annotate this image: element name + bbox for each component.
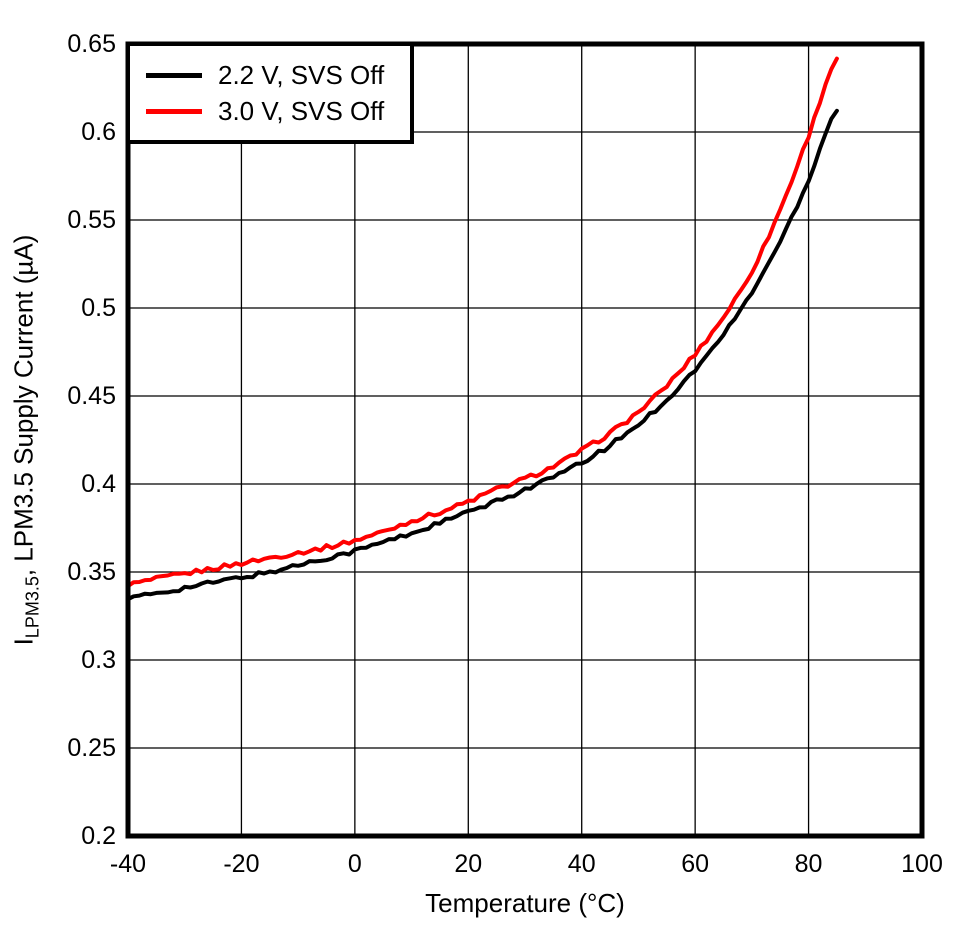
y-tick-label: 0.3	[81, 646, 116, 674]
y-tick-label: 0.2	[81, 822, 116, 850]
x-tick-label: 60	[681, 850, 710, 878]
legend-label-3-0v: 3.0 V, SVS Off	[218, 95, 385, 126]
y-axis-title-subscript: LPM3.5	[22, 576, 43, 639]
y-tick-label: 0.65	[67, 30, 116, 58]
y-tick-label: 0.55	[67, 206, 116, 234]
x-tick-label: 40	[567, 850, 596, 878]
x-tick-label: 100	[901, 850, 943, 878]
legend: 2.2 V, SVS Off 3.0 V, SVS Off	[126, 42, 414, 144]
x-tick-label: 20	[454, 850, 483, 878]
curve-2-2-v-svs-off	[126, 108, 839, 602]
y-axis-title: ILPM3.5, LPM3.5 Supply Current (µA)	[8, 235, 43, 646]
y-tick-label: 0.25	[67, 734, 116, 762]
x-tick-label: -40	[109, 850, 147, 878]
x-tick-label: 0	[347, 850, 362, 878]
y-tick-label: 0.45	[67, 382, 116, 410]
x-axis-title: Temperature (°C)	[425, 888, 625, 918]
legend-label-2-2v: 2.2 V, SVS Off	[218, 59, 385, 90]
y-tick-label: 0.6	[81, 118, 116, 146]
y-tick-label: 0.5	[81, 294, 116, 322]
plot-border	[125, 41, 925, 839]
legend-swatch-3-0v	[146, 108, 202, 114]
y-axis-title-rest: , LPM3.5 Supply Current (µA)	[8, 234, 39, 577]
x-tick-label: -20	[223, 850, 260, 878]
legend-entry-2-2v: 2.2 V, SVS Off	[146, 59, 410, 91]
curve-3-0-v-svs-off	[126, 56, 839, 589]
y-tick-label: 0.35	[67, 558, 116, 586]
y-axis-title-symbol: I	[8, 638, 39, 646]
legend-entry-3-0v: 3.0 V, SVS Off	[146, 95, 410, 127]
legend-swatch-2-2v	[146, 72, 202, 78]
x-tick-label: 80	[794, 850, 823, 878]
y-tick-label: 0.4	[81, 470, 116, 498]
